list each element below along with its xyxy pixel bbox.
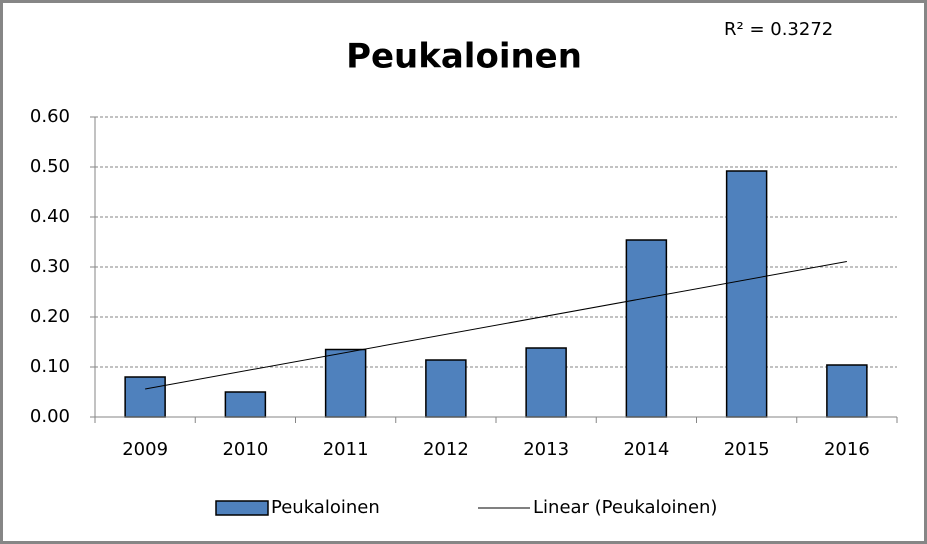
x-tick-label: 2009 <box>122 439 168 460</box>
bar <box>224 391 267 418</box>
x-tick-label: 2016 <box>824 439 870 460</box>
legend-swatch <box>215 500 269 516</box>
y-tick-label: 0.50 <box>30 156 70 177</box>
x-tick-label: 2010 <box>222 439 268 460</box>
y-tick-label: 0.00 <box>30 406 70 427</box>
bar <box>625 239 668 418</box>
x-tick-label: 2014 <box>623 439 669 460</box>
y-tick-label: 0.60 <box>30 106 70 127</box>
legend-label: Linear (Peukaloinen) <box>533 497 717 518</box>
y-tick-label: 0.30 <box>30 256 70 277</box>
bar <box>725 170 768 418</box>
bar <box>525 347 567 418</box>
r-squared: R² = 0.3272 <box>724 19 833 40</box>
bar <box>425 359 467 418</box>
bar <box>826 364 868 418</box>
legend-label: Peukaloinen <box>271 497 380 518</box>
trendline <box>145 261 847 390</box>
y-tick-label: 0.20 <box>30 306 70 327</box>
bar <box>324 348 367 418</box>
x-tick-label: 2011 <box>323 439 369 460</box>
chart-title: Peukaloinen <box>346 37 582 77</box>
y-tick-label: 0.10 <box>30 356 70 377</box>
bar <box>124 376 166 418</box>
y-tick-label: 0.40 <box>30 206 70 227</box>
x-tick-label: 2013 <box>523 439 569 460</box>
x-tick-label: 2012 <box>423 439 469 460</box>
x-tick-label: 2015 <box>724 439 770 460</box>
